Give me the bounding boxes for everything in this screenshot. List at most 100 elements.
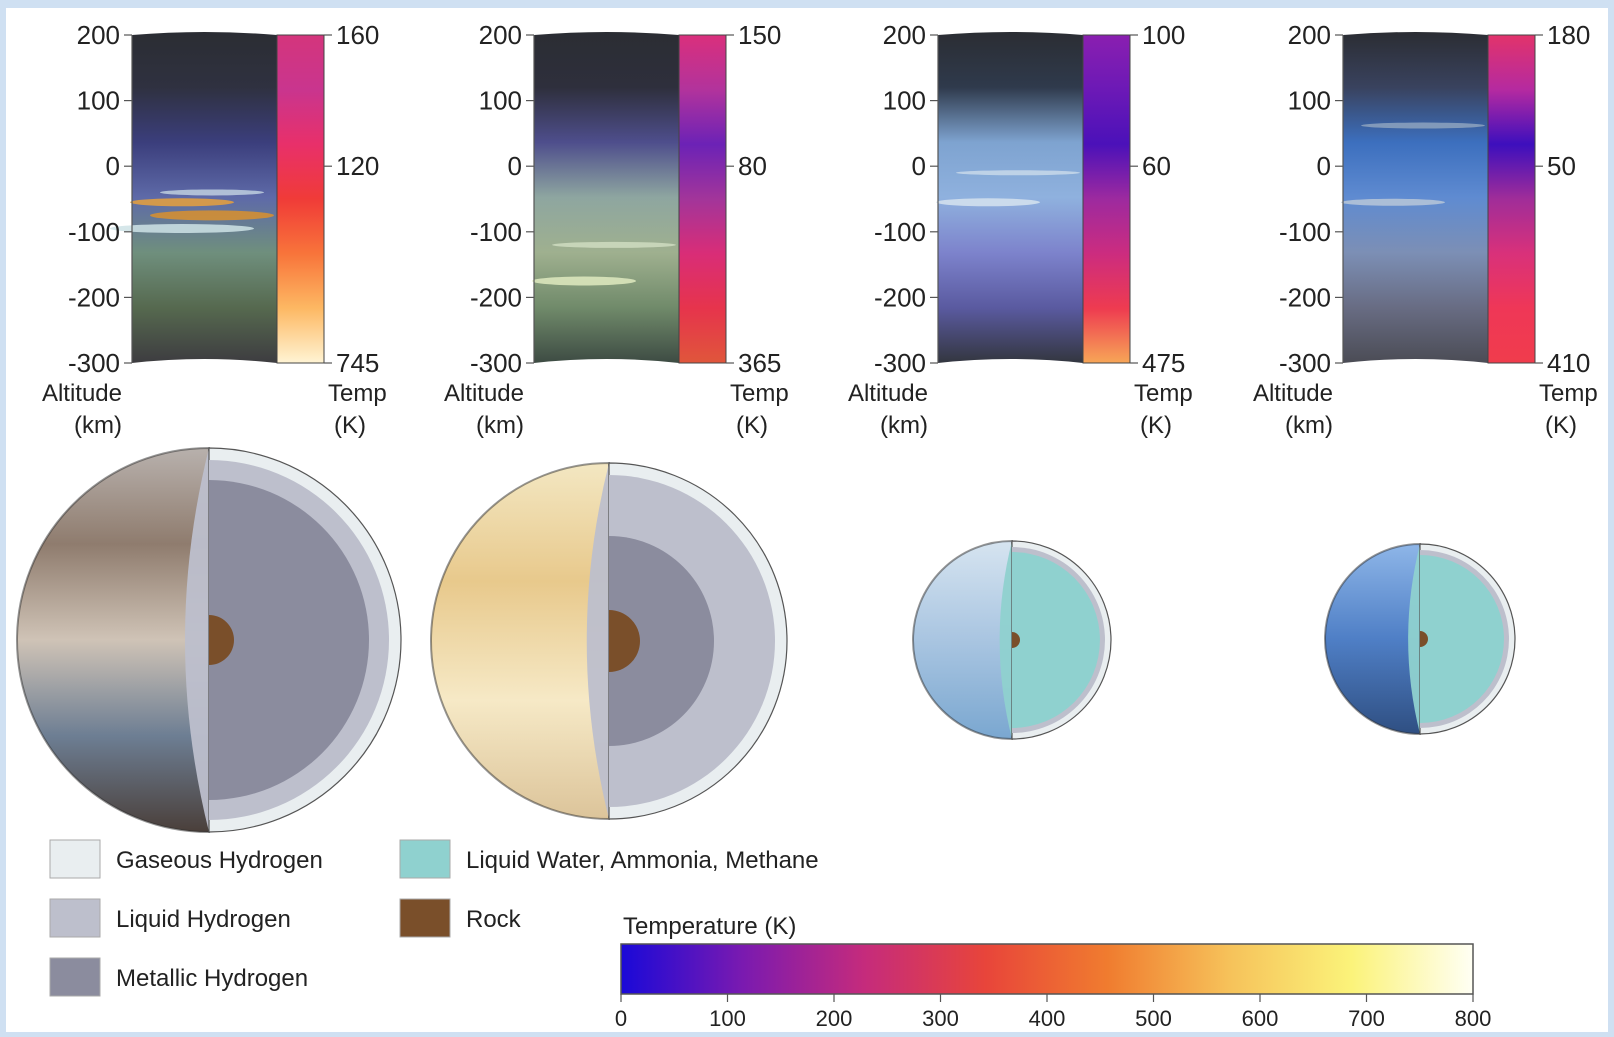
altitude-unit-label: (km) — [1285, 412, 1333, 439]
cloud-layer — [110, 224, 254, 234]
layer-liquid-water-ammonia-methane — [1012, 552, 1100, 728]
temperature-tick-label: 80 — [738, 151, 767, 181]
altitude-tick-label: 200 — [479, 20, 522, 50]
cloud-layer — [150, 210, 274, 221]
legend-label: Rock — [466, 906, 522, 933]
altitude-axis-label: Altitude — [444, 380, 524, 407]
legend-label: Liquid Hydrogen — [116, 906, 291, 933]
temperature-tick-label: 60 — [1142, 151, 1171, 181]
layer-legend: Gaseous Hydrogen Liquid Hydrogen Metallic … — [49, 839, 819, 997]
temperature-scale: Temperature (K) 0 100 200 300 400 500 600 700 80… — [615, 913, 1491, 1031]
altitude-unit-label: (km) — [880, 412, 928, 439]
temperature-tick-label: 120 — [336, 151, 379, 181]
legend-swatch — [49, 839, 101, 879]
legend-label: Liquid Water, Ammonia, Methane — [466, 847, 819, 874]
temperature-tick-label: 160 — [336, 20, 379, 50]
altitude-tick-label: -200 — [1279, 282, 1331, 312]
atmosphere-column — [534, 32, 679, 363]
altitude-tick-label: 100 — [1288, 86, 1331, 116]
legend-item: Liquid Water, Ammonia, Methane — [399, 839, 819, 879]
temperature-scale-bar — [620, 943, 1474, 995]
altitude-tick-label: 0 — [106, 151, 120, 181]
altitude-tick-label: -200 — [874, 282, 926, 312]
temperature-tick-label: 745 — [336, 348, 379, 378]
planet-surface — [431, 463, 609, 819]
temperature-scale-ticks: 0 100 200 300 400 500 600 700 800 — [615, 994, 1491, 1031]
altitude-tick-label: 200 — [1288, 20, 1331, 50]
altitude-tick-label: 0 — [912, 151, 926, 181]
cloud-layer — [936, 198, 1040, 207]
layer-rock-core — [1420, 631, 1428, 647]
cutaway-wall — [185, 448, 209, 832]
altitude-tick-label: 100 — [77, 86, 120, 116]
temperature-scale-tick-label: 100 — [709, 1006, 746, 1031]
altitude-tick-label: -100 — [1279, 217, 1331, 247]
altitude-tick-label: -100 — [68, 217, 120, 247]
planet-jupiter — [16, 446, 402, 834]
temperature-scale-tick-label: 500 — [1135, 1006, 1172, 1031]
atmosphere-panels: 200 100 0 -100 -200 -300 160 120 745 Altitude (km)… — [42, 20, 1598, 439]
altitude-tick-label: -300 — [470, 348, 522, 378]
cloud-layer — [552, 241, 676, 248]
temperature-tick-label: 365 — [738, 348, 781, 378]
temp-unit-label: (K) — [1545, 412, 1577, 439]
layer-metallic-hydrogen — [209, 480, 369, 800]
temperature-tick-label: 410 — [1547, 348, 1590, 378]
figure-canvas: 200 100 0 -100 -200 -300 160 120 745 Altitude (km)… — [6, 8, 1608, 1032]
temperature-tick-label: 50 — [1547, 151, 1576, 181]
temperature-tick-label: 180 — [1547, 20, 1590, 50]
layer-rock-core — [609, 610, 640, 672]
planet-uranus — [912, 539, 1112, 741]
planet-surface — [17, 448, 209, 832]
temperature-profile-bar — [1487, 34, 1536, 364]
planet-saturn — [430, 461, 788, 821]
temp-unit-label: (K) — [1140, 412, 1172, 439]
atmosphere-panel-uranus: 200 100 0 -100 -200 -300 100 60 475 Altitude (km) T… — [848, 20, 1193, 439]
planet-surface — [913, 541, 1012, 739]
planet-neptune — [1324, 542, 1516, 736]
legend-label: Gaseous Hydrogen — [116, 847, 323, 874]
altitude-tick-label: -200 — [470, 282, 522, 312]
cutaway-wall — [1408, 544, 1420, 734]
cloud-layer — [130, 198, 234, 207]
atmosphere-column — [938, 32, 1083, 363]
temperature-profile-bar — [1082, 34, 1131, 364]
cutaway-wall — [999, 541, 1012, 739]
temperature-scale-tick-label: 300 — [922, 1006, 959, 1031]
temperature-scale-tick-label: 0 — [615, 1006, 627, 1031]
legend-swatch — [49, 898, 101, 938]
altitude-tick-label: -300 — [68, 348, 120, 378]
layer-rock-core — [209, 615, 234, 665]
temp-axis-label: Temp — [1134, 380, 1193, 407]
temp-unit-label: (K) — [334, 412, 366, 439]
temperature-scale-tick-label: 700 — [1348, 1006, 1385, 1031]
layer-rock-core — [1012, 632, 1020, 648]
temp-axis-label: Temp — [328, 380, 387, 407]
legend-swatch — [399, 898, 451, 938]
temperature-profile-bar — [276, 34, 325, 364]
cloud-layer — [1361, 122, 1485, 129]
altitude-axis-label: Altitude — [42, 380, 122, 407]
temperature-tick-label: 150 — [738, 20, 781, 50]
cloud-layer — [532, 276, 636, 286]
layer-metallic-hydrogen — [609, 536, 714, 746]
temp-axis-label: Temp — [730, 380, 789, 407]
temp-axis-label: Temp — [1539, 380, 1598, 407]
altitude-tick-label: -200 — [68, 282, 120, 312]
legend-swatch — [399, 839, 451, 879]
cutaway-wall — [586, 463, 609, 819]
altitude-tick-label: 200 — [883, 20, 926, 50]
legend-label: Metallic Hydrogen — [116, 965, 308, 992]
altitude-tick-label: 100 — [479, 86, 522, 116]
temperature-scale-title: Temperature (K) — [623, 913, 796, 940]
temperature-tick-label: 100 — [1142, 20, 1185, 50]
atmosphere-panel-saturn: 200 100 0 -100 -200 -300 150 80 365 Altitude (km) T… — [444, 20, 789, 439]
temperature-scale-tick-label: 200 — [816, 1006, 853, 1031]
atmosphere-panel-neptune: 200 100 0 -100 -200 -300 180 50 410 Altitude (km) T… — [1253, 20, 1598, 439]
temperature-tick-label: 475 — [1142, 348, 1185, 378]
temp-unit-label: (K) — [736, 412, 768, 439]
temperature-profile-bar — [678, 34, 727, 364]
planet-cutaways — [16, 446, 1516, 834]
legend-item: Liquid Hydrogen — [49, 898, 291, 938]
legend-item: Metallic Hydrogen — [49, 957, 308, 997]
